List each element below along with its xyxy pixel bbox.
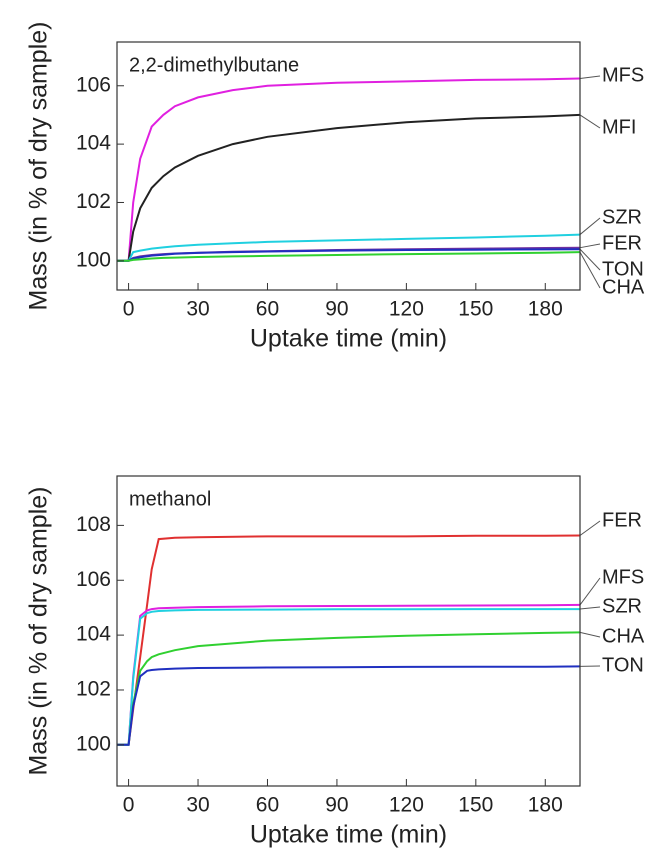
y-tick-label: 102 bbox=[76, 190, 111, 213]
series-label: MFS bbox=[602, 64, 644, 86]
chart-title: methanol bbox=[129, 488, 211, 510]
label-leader bbox=[579, 114, 601, 129]
x-tick-label: 60 bbox=[256, 298, 279, 321]
label-leader bbox=[579, 75, 601, 79]
y-tick-label: 104 bbox=[76, 623, 111, 646]
x-tick-label: 120 bbox=[389, 298, 424, 321]
label-leader bbox=[579, 251, 601, 289]
data-line bbox=[117, 251, 581, 262]
x-axis-title: Uptake time (min) bbox=[250, 325, 447, 353]
x-tick-label: 90 bbox=[325, 794, 348, 817]
data-line bbox=[117, 665, 581, 746]
x-tick-label: 150 bbox=[458, 794, 493, 817]
y-tick-label: 102 bbox=[76, 678, 111, 701]
y-tick-label: 106 bbox=[76, 568, 111, 591]
data-line bbox=[117, 248, 581, 262]
y-tick-label: 108 bbox=[76, 513, 111, 536]
x-tick-label: 60 bbox=[256, 794, 279, 817]
label-leader bbox=[579, 243, 601, 249]
plot-frame bbox=[116, 475, 581, 787]
data-line bbox=[117, 233, 581, 262]
y-axis-title: Mass (in % of dry sample) bbox=[25, 487, 53, 776]
data-line bbox=[117, 603, 581, 746]
label-leader bbox=[579, 606, 601, 610]
label-leader bbox=[579, 520, 601, 536]
series-label: TON bbox=[602, 258, 644, 280]
data-line bbox=[117, 113, 581, 262]
series-label: FER bbox=[602, 232, 642, 254]
x-tick-label: 0 bbox=[123, 794, 135, 817]
y-tick-label: 100 bbox=[76, 732, 111, 755]
x-tick-label: 150 bbox=[458, 298, 493, 321]
label-leader bbox=[579, 248, 601, 271]
x-tick-label: 180 bbox=[528, 794, 563, 817]
series-label: TON bbox=[602, 654, 644, 676]
chart-title: 2,2-dimethylbutane bbox=[129, 54, 299, 76]
plot-frame bbox=[116, 41, 581, 291]
series-label: SZR bbox=[602, 595, 642, 617]
y-axis-title: Mass (in % of dry sample) bbox=[25, 22, 53, 311]
x-tick-label: 90 bbox=[325, 298, 348, 321]
x-tick-label: 30 bbox=[186, 794, 209, 817]
x-tick-label: 0 bbox=[123, 298, 135, 321]
label-leader bbox=[579, 577, 601, 606]
x-tick-label: 180 bbox=[528, 298, 563, 321]
series-label: FER bbox=[602, 509, 642, 531]
data-line bbox=[117, 608, 580, 746]
label-leader bbox=[579, 631, 601, 638]
series-label: CHA bbox=[602, 625, 645, 647]
y-tick-label: 100 bbox=[76, 248, 111, 271]
series-label: SZR bbox=[602, 206, 642, 228]
x-tick-label: 30 bbox=[186, 298, 209, 321]
data-line bbox=[117, 534, 581, 746]
data-line bbox=[117, 77, 581, 262]
data-line bbox=[117, 631, 581, 746]
series-label: MFI bbox=[602, 116, 636, 138]
y-tick-label: 104 bbox=[76, 132, 111, 155]
series-label: MFS bbox=[602, 566, 644, 588]
x-axis-title: Uptake time (min) bbox=[250, 821, 447, 849]
y-tick-label: 106 bbox=[76, 73, 111, 96]
label-leader bbox=[579, 217, 601, 235]
x-tick-label: 120 bbox=[389, 794, 424, 817]
series-label: CHA bbox=[602, 276, 645, 298]
